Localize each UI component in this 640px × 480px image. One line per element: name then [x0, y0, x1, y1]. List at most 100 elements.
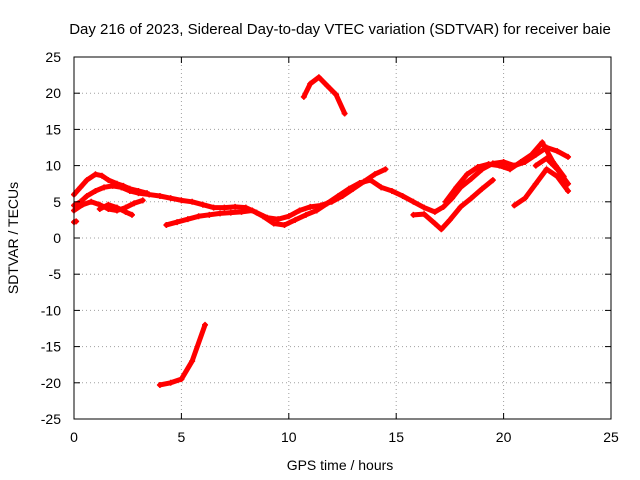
y-tick-label: 25	[45, 49, 61, 65]
x-tick-label: 25	[603, 429, 619, 445]
data-point	[281, 221, 288, 228]
y-tick-label: -15	[41, 339, 61, 355]
data-point	[468, 175, 475, 182]
data-point	[292, 216, 299, 223]
data-point	[382, 166, 389, 173]
data-point	[221, 204, 228, 211]
series-line-arc-8	[443, 139, 567, 205]
data-point	[532, 162, 539, 169]
data-point	[410, 198, 417, 205]
data-point	[333, 91, 340, 98]
data-point	[410, 211, 417, 218]
data-point	[135, 190, 142, 197]
series-line-arc-9	[511, 166, 571, 208]
data-point	[174, 219, 181, 226]
data-point	[511, 202, 518, 209]
data-point	[189, 198, 196, 205]
series-line-arc-7	[410, 177, 496, 232]
data-point	[156, 193, 163, 200]
data-point	[210, 204, 217, 211]
data-point	[77, 184, 84, 191]
data-point	[101, 184, 108, 191]
data-point	[532, 180, 539, 187]
data-point	[296, 207, 303, 214]
data-point	[88, 198, 95, 205]
y-tick-label: -10	[41, 302, 61, 318]
data-point	[96, 206, 103, 213]
y-tick-label: -20	[41, 375, 61, 391]
data-point	[307, 203, 314, 210]
data-point	[83, 193, 90, 200]
data-point	[232, 203, 239, 210]
data-point	[139, 197, 146, 204]
data-point	[517, 158, 524, 165]
data-point	[178, 197, 185, 204]
data-point	[335, 193, 342, 200]
data-point	[300, 93, 307, 100]
data-point	[421, 204, 428, 211]
data-point	[189, 358, 196, 365]
data-point	[324, 82, 331, 89]
data-point	[105, 177, 112, 184]
data-point	[227, 209, 234, 216]
data-point	[356, 179, 363, 186]
data-point	[79, 201, 86, 208]
data-point	[83, 177, 90, 184]
data-point	[131, 200, 138, 207]
y-tick-label: 10	[45, 158, 61, 174]
data-point	[122, 208, 129, 215]
data-point	[128, 211, 135, 218]
data-point	[167, 195, 174, 202]
grid	[74, 57, 611, 419]
data-point	[522, 195, 529, 202]
data-point	[105, 201, 112, 208]
data-point	[399, 193, 406, 200]
y-tick-label: -5	[49, 266, 62, 282]
data-point	[528, 151, 535, 158]
x-axis-label: GPS time / hours	[287, 457, 394, 473]
data-point	[446, 216, 453, 223]
data-point	[341, 110, 348, 117]
data-point	[98, 172, 105, 179]
data-point	[489, 177, 496, 184]
data-point	[92, 187, 99, 194]
data-point	[543, 166, 550, 173]
data-point	[307, 80, 314, 87]
data-point	[285, 213, 292, 220]
x-tick-label: 0	[70, 429, 78, 445]
chart-title: Day 216 of 2023, Sidereal Day-to-day VTE…	[69, 21, 611, 38]
data-point	[500, 158, 507, 165]
y-tick-label: 15	[45, 121, 61, 137]
x-tick-label: 10	[281, 429, 297, 445]
data-point	[554, 173, 561, 180]
data-point	[238, 208, 245, 215]
data-point	[195, 213, 202, 220]
series-group	[71, 74, 572, 388]
y-tick-label: 20	[45, 85, 61, 101]
data-point	[163, 221, 170, 228]
data-point	[431, 220, 438, 227]
data-point	[485, 161, 492, 168]
y-tick-label: 0	[53, 230, 61, 246]
data-point	[554, 166, 561, 173]
data-point	[496, 162, 503, 169]
data-point	[199, 201, 206, 208]
data-point	[217, 210, 224, 217]
data-point	[440, 203, 447, 210]
data-point	[109, 182, 116, 189]
data-point	[178, 376, 185, 383]
data-point	[453, 184, 460, 191]
data-point	[442, 198, 449, 205]
data-point	[554, 148, 561, 155]
data-point	[113, 204, 120, 211]
data-point	[388, 187, 395, 194]
data-point	[302, 211, 309, 218]
data-point	[457, 203, 464, 210]
data-point	[156, 381, 163, 388]
y-tick-label: 5	[53, 194, 61, 210]
series-line-arc-10	[533, 155, 571, 187]
data-point	[345, 185, 352, 192]
data-point	[146, 191, 153, 198]
data-point	[474, 164, 481, 171]
data-point	[324, 200, 331, 207]
